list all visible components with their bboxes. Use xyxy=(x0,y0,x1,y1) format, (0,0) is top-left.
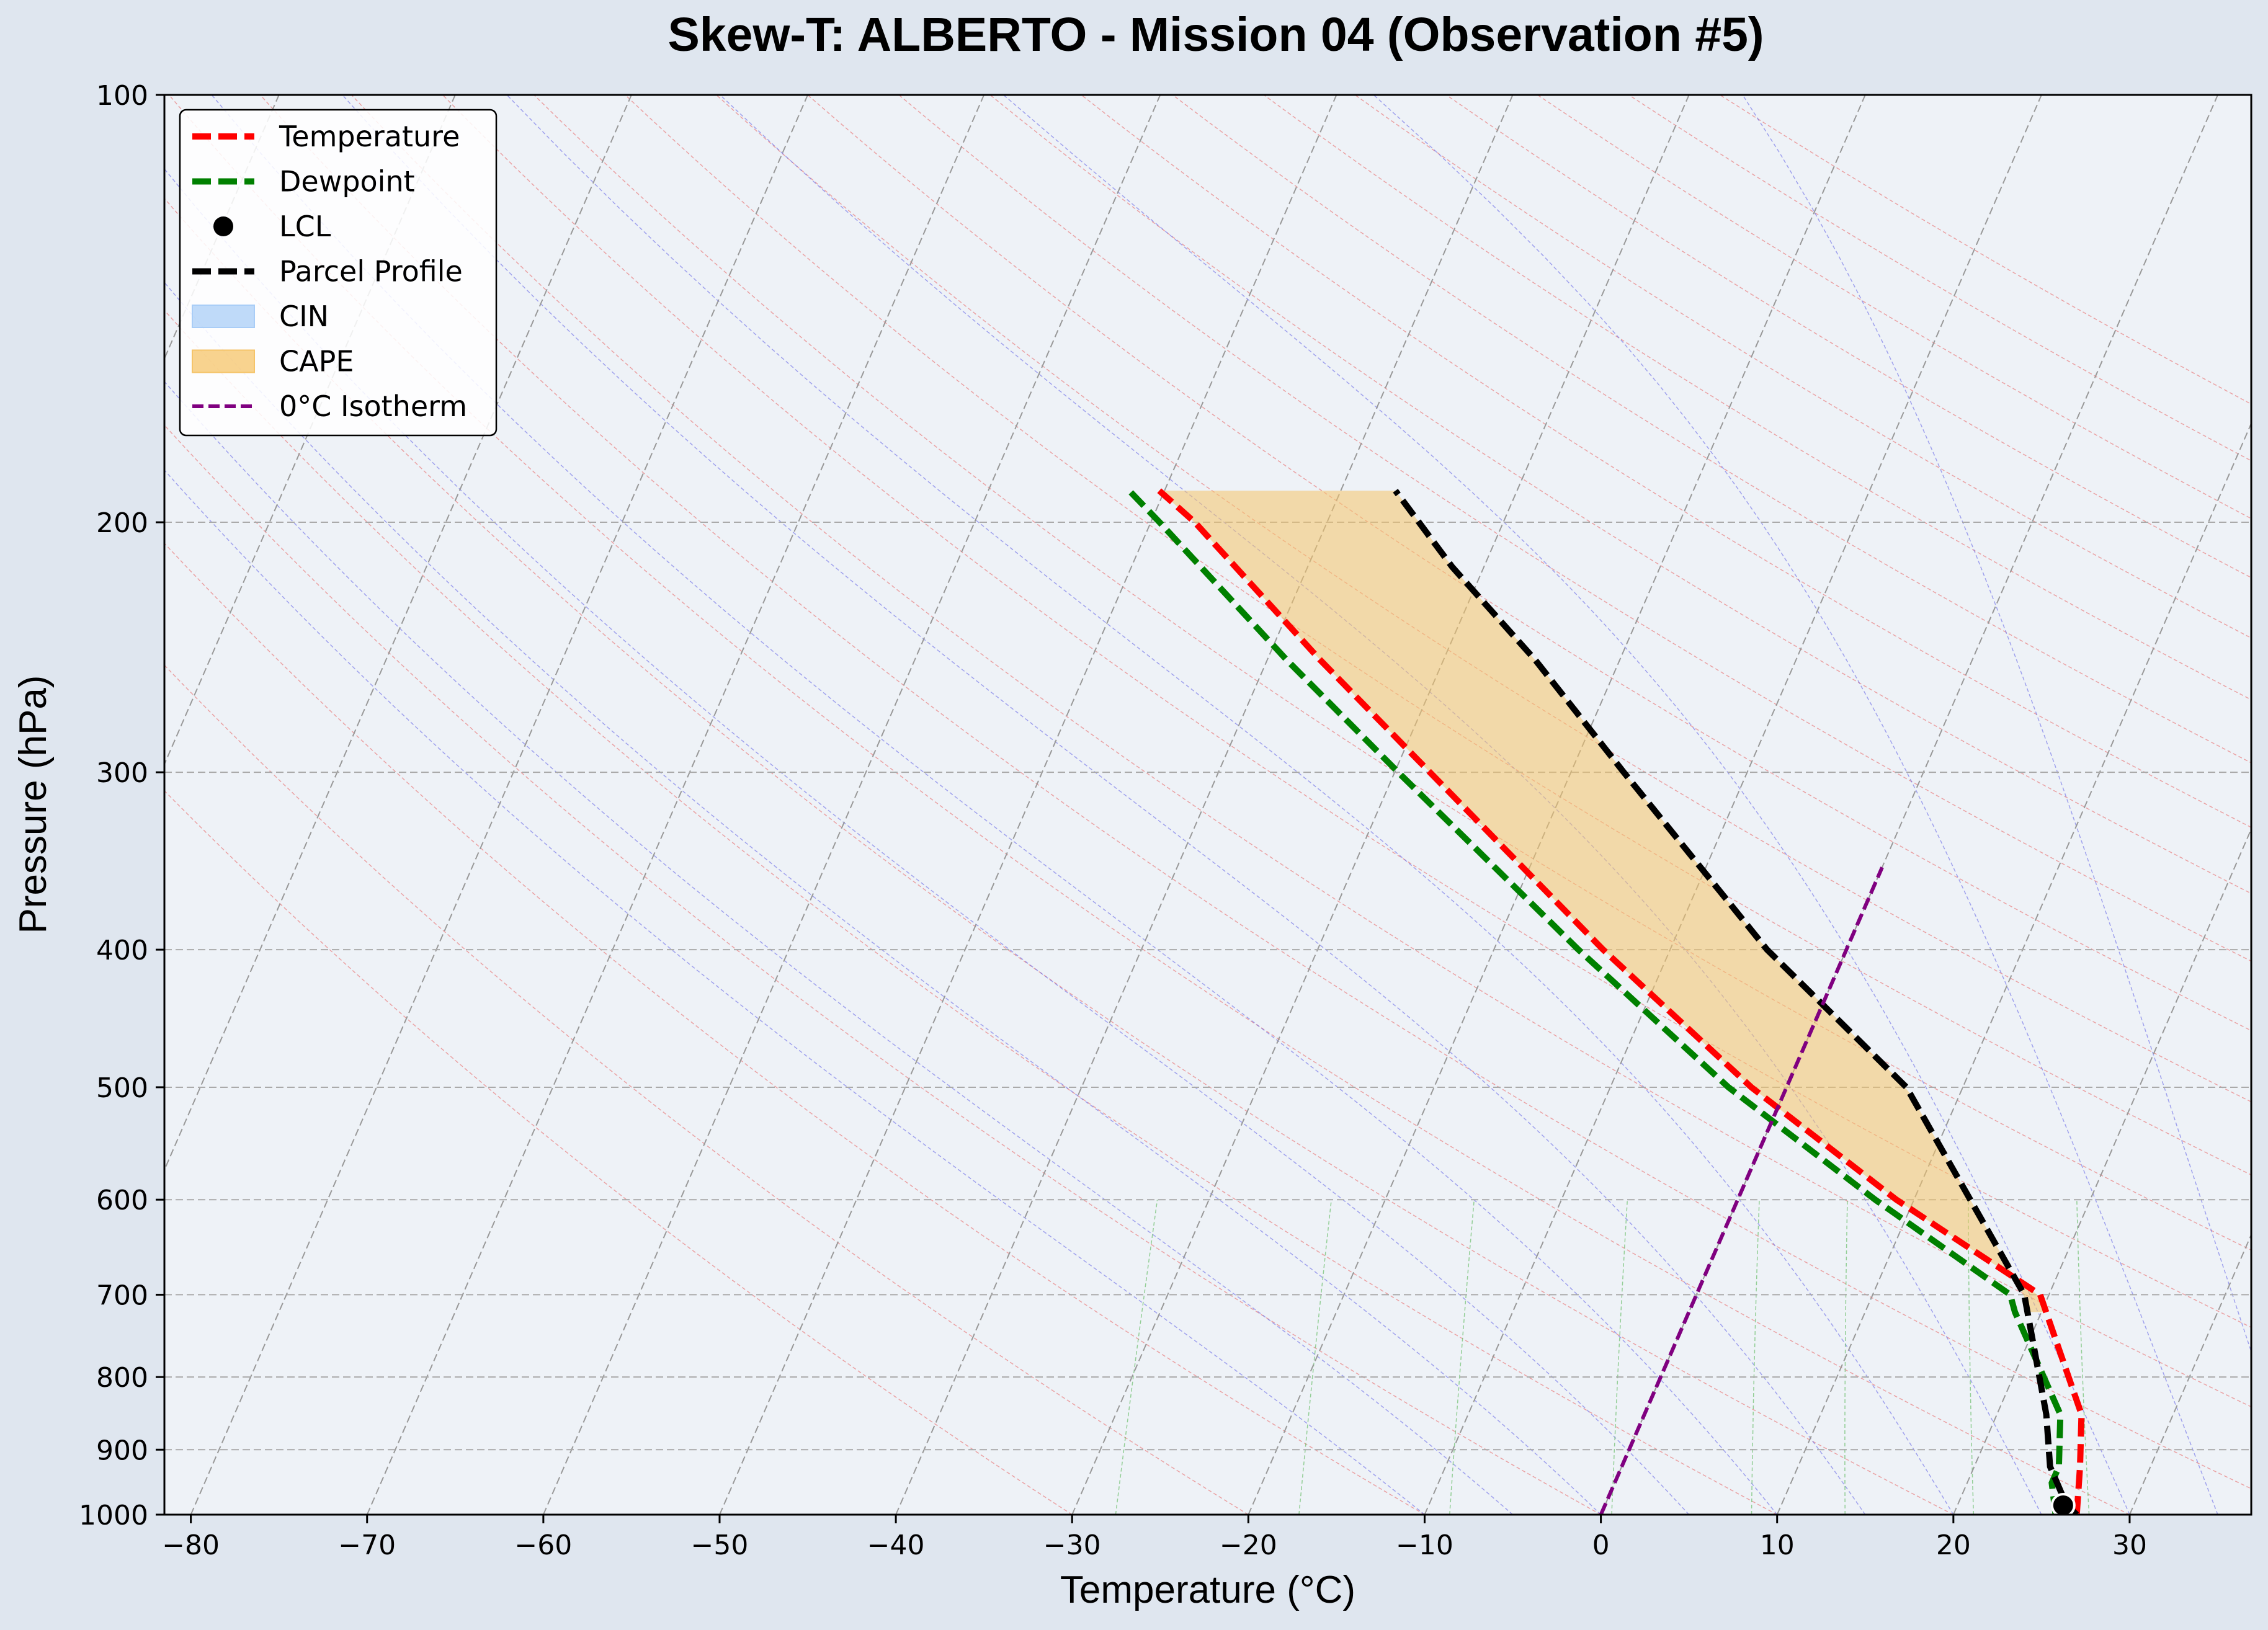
x-tick-label: −40 xyxy=(867,1530,925,1561)
y-tick-label: 300 xyxy=(96,757,148,789)
x-axis-ticks: −80 −70 −60 −50 −40 −30 −20 −10 0 10 20 30 xyxy=(162,1515,2147,1561)
x-axis-label: Temperature (°C) xyxy=(1060,1569,1355,1611)
moist-adiabat-line xyxy=(1373,95,2218,1515)
y-axis-ticks: 1000 900 800 700 600 500 400 300 200 100 xyxy=(79,80,164,1531)
x-tick-label: −50 xyxy=(691,1530,749,1561)
mixing-ratio-line xyxy=(1449,1200,1475,1515)
dry-adiabat-line xyxy=(716,95,2251,1103)
isotherm-grid-line xyxy=(542,95,1161,1515)
lcl-marker xyxy=(2050,1492,2076,1515)
legend-lcl-marker xyxy=(213,216,233,236)
x-tick-label: −20 xyxy=(1220,1530,1277,1561)
moist-adiabat-line xyxy=(506,95,1954,1515)
y-tick-label: 700 xyxy=(96,1280,148,1311)
isotherm-grid-line xyxy=(719,95,1337,1515)
legend-label: Parcel Profile xyxy=(279,255,463,288)
x-tick-label: 30 xyxy=(2112,1530,2147,1561)
isotherm-grid-line xyxy=(190,95,808,1515)
parcel-profile-line xyxy=(1393,489,2079,1515)
dry-adiabat-line xyxy=(1720,95,2251,405)
dry-adiabat-line xyxy=(442,95,2251,1328)
temperature-line xyxy=(1157,488,2085,1515)
x-tick-label: −80 xyxy=(162,1530,220,1561)
legend-label: 0°C Isotherm xyxy=(279,390,467,423)
y-axis-label: Pressure (hPa) xyxy=(12,675,55,934)
moist-adiabat-line xyxy=(164,282,1602,1515)
series-layer xyxy=(1127,488,2085,1515)
mixing-ratio-line xyxy=(1115,1200,1158,1515)
isotherm-grid-line xyxy=(366,95,985,1515)
y-tick-label: 400 xyxy=(96,935,148,966)
chart-title: Skew-T: ALBERTO - Mission 04 (Observatio… xyxy=(667,8,1764,61)
dry-adiabat-line xyxy=(164,664,1249,1515)
0-c-isotherm-line xyxy=(1599,866,1884,1515)
plot-area xyxy=(164,95,2251,1515)
dry-adiabat-line xyxy=(625,95,2251,1176)
legend-label: Temperature xyxy=(279,120,460,153)
cape-area xyxy=(1159,491,2047,1312)
plot-frame xyxy=(163,94,2252,1516)
y-tick-label: 900 xyxy=(96,1435,148,1466)
legend-label: LCL xyxy=(279,210,331,243)
isotherm-grid-line xyxy=(2129,1233,2251,1515)
dry-adiabat-line xyxy=(807,95,2251,1031)
legend: Temperature Dewpoint LCL Parcel Profile CIN C… xyxy=(179,109,498,437)
moist-adiabat-line xyxy=(164,469,1425,1515)
isotherm-grid-line xyxy=(1776,422,2251,1515)
y-tick-label: 1000 xyxy=(79,1500,148,1531)
dry-adiabat-line xyxy=(989,95,2251,894)
y-tick-label: 200 xyxy=(96,507,148,539)
y-tick-label: 100 xyxy=(96,80,148,112)
cape-area-layer xyxy=(1159,491,2047,1312)
y-tick-label: 500 xyxy=(96,1072,148,1104)
mixing-ratio-line xyxy=(1298,1200,1332,1515)
moist-adiabat-line xyxy=(1742,95,2251,1353)
mixing-ratio-line xyxy=(1968,1200,1975,1515)
x-tick-label: 10 xyxy=(1760,1530,1795,1561)
moist-adiabat-line xyxy=(164,168,1690,1515)
legend-label: CIN xyxy=(279,300,329,333)
moist-adiabat-line xyxy=(164,381,1513,1515)
isotherm-grid-line xyxy=(1600,95,2218,1515)
isotherm-grid-line xyxy=(164,95,632,1172)
dry-adiabat-line xyxy=(351,95,2251,1408)
x-tick-label: −30 xyxy=(1043,1530,1101,1561)
legend-patch xyxy=(192,305,255,328)
dry-adiabat-line xyxy=(164,790,1073,1515)
y-tick-label: 600 xyxy=(96,1185,148,1216)
x-tick-label: 20 xyxy=(1936,1530,1971,1561)
isotherm-grid-line xyxy=(895,95,1514,1515)
y-tick-label: 800 xyxy=(96,1362,148,1394)
x-tick-label: −60 xyxy=(514,1530,572,1561)
dry-adiabat-line xyxy=(1081,95,2251,828)
isotherm-grid-line xyxy=(1952,827,2251,1515)
dry-adiabat-line xyxy=(164,542,1425,1515)
isotherm-grid-line xyxy=(164,95,280,360)
dry-adiabat-line xyxy=(1172,95,2251,764)
legend-label: CAPE xyxy=(279,345,354,378)
isotherm-grid-line xyxy=(1071,95,1690,1515)
dry-adiabat-line xyxy=(898,95,2251,962)
dewpoint-line xyxy=(1127,488,2064,1515)
isotherm-grid-line xyxy=(1424,95,2042,1515)
mixing-ratio-line xyxy=(2076,1200,2090,1515)
moist-adiabat-line xyxy=(211,95,1778,1515)
legend-label: Dewpoint xyxy=(279,165,415,198)
x-tick-label: −10 xyxy=(1396,1530,1453,1561)
x-tick-label: 0 xyxy=(1592,1530,1610,1561)
legend-patch xyxy=(192,349,255,373)
x-tick-label: −70 xyxy=(338,1530,396,1561)
legend-box xyxy=(179,109,498,437)
